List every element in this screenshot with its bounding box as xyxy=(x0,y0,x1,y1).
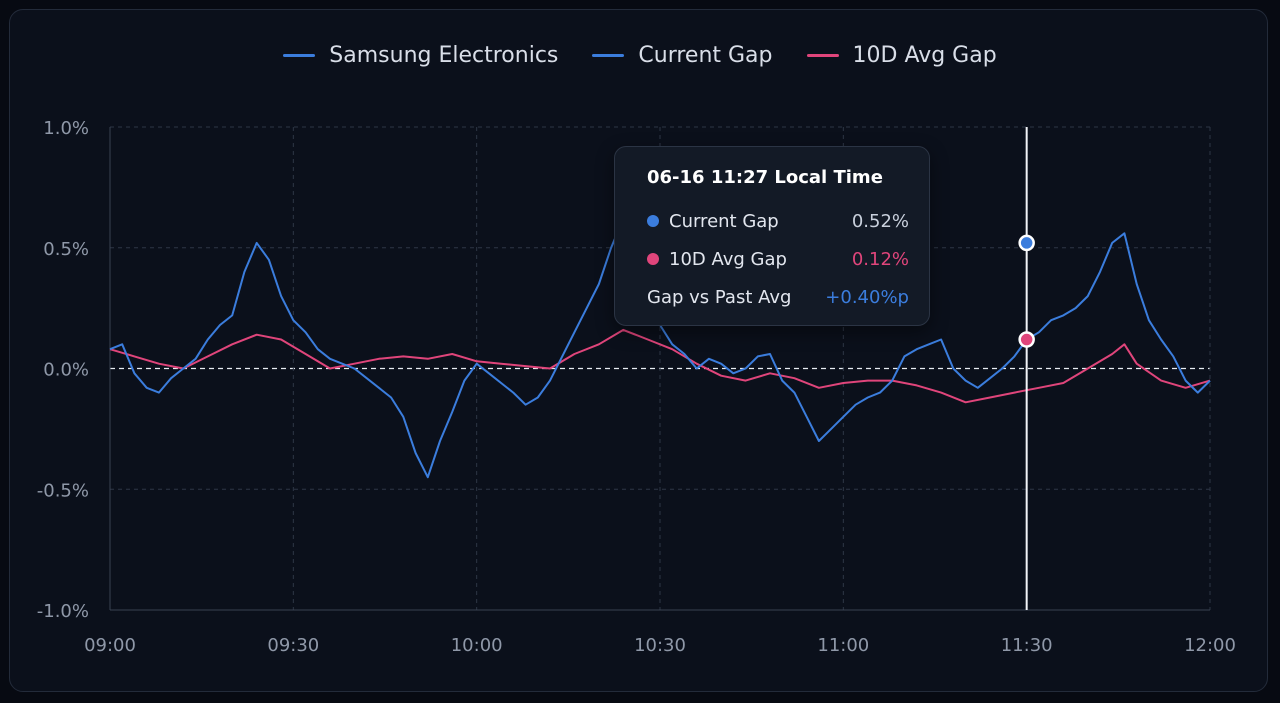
hover-marker-current-gap xyxy=(1018,234,1035,252)
legend-swatch-10d-avg-gap xyxy=(806,53,839,57)
x-tick-label: 10:30 xyxy=(634,635,686,656)
tooltip-label-gap-vs-past-avg: Gap vs Past Avg xyxy=(647,286,792,308)
tooltip-row-current-gap: Current Gap 0.52% xyxy=(647,202,909,240)
tooltip-row-gap-vs-past-avg: Gap vs Past Avg +0.40%p xyxy=(647,278,909,316)
y-tick-label: 1.0% xyxy=(43,118,89,139)
tooltip-value-gap-vs-past-avg: +0.40%p xyxy=(825,286,909,308)
x-tick-label: 12:00 xyxy=(1184,635,1236,656)
legend-swatch-samsung-electronics xyxy=(283,53,316,57)
hover-marker-10d-avg-gap xyxy=(1018,331,1035,348)
tooltip-title: 06-16 11:27 Local Time xyxy=(647,167,883,188)
y-tick-label: -0.5% xyxy=(37,480,89,501)
x-tick-label: 10:00 xyxy=(451,635,503,656)
series-line-10d-avg-gap xyxy=(109,328,1211,404)
chart-legend: Samsung Electronics Current Gap 10D Avg … xyxy=(0,40,1280,70)
tooltip-label-10d-avg-gap: 10D Avg Gap xyxy=(669,248,787,270)
legend-label-10d-avg-gap: 10D Avg Gap xyxy=(852,42,997,68)
x-tick-label: 09:30 xyxy=(267,635,319,656)
legend-item-10d-avg-gap[interactable]: 10D Avg Gap xyxy=(806,42,997,68)
y-tick-label: 0.0% xyxy=(43,360,89,381)
tooltip-row-10d-avg-gap: 10D Avg Gap 0.12% xyxy=(647,240,909,278)
tooltip-dot-10d-avg-gap xyxy=(647,253,659,265)
legend-item-current-gap[interactable]: Current Gap xyxy=(592,42,773,68)
x-tick-label: 09:00 xyxy=(84,635,136,656)
legend-item-samsung-electronics[interactable]: Samsung Electronics xyxy=(283,43,558,68)
x-tick-label: 11:00 xyxy=(817,635,869,656)
x-tick-label: 11:30 xyxy=(1001,635,1053,656)
tooltip-value-current-gap: 0.52% xyxy=(851,210,909,232)
tooltip-dot-current-gap xyxy=(647,215,659,227)
legend-swatch-current-gap xyxy=(592,53,625,57)
legend-label-current-gap: Current Gap xyxy=(638,42,773,68)
chart-tooltip: 06-16 11:27 Local Time Current Gap 0.52%… xyxy=(614,146,930,326)
tooltip-label-current-gap: Current Gap xyxy=(669,210,779,232)
legend-label-samsung-electronics: Samsung Electronics xyxy=(329,42,559,68)
tooltip-value-10d-avg-gap: 0.12% xyxy=(851,248,909,270)
y-tick-label: 0.5% xyxy=(43,239,89,260)
y-tick-label: -1.0% xyxy=(37,601,89,622)
